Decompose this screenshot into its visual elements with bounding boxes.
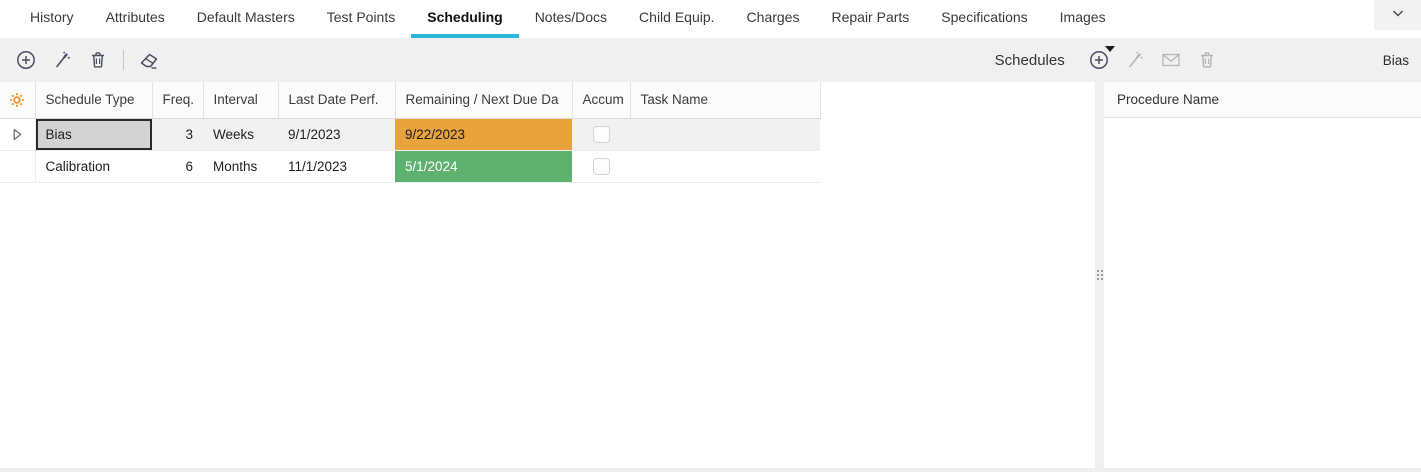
expand-triangle-icon: [12, 127, 23, 142]
column-header-task-name[interactable]: Task Name: [630, 82, 821, 119]
sun-icon: [8, 91, 26, 107]
schedule-type-cell[interactable]: Calibration: [35, 150, 152, 183]
dropdown-caret-icon: [1104, 46, 1115, 52]
tab-specifications[interactable]: Specifications: [941, 9, 1028, 25]
task-name-cell[interactable]: [630, 150, 820, 183]
add-button[interactable]: [15, 49, 37, 71]
column-header-schedule-type[interactable]: Schedule Type: [35, 82, 153, 119]
magic-wand-icon: [51, 49, 73, 71]
schedules-label: Schedules: [994, 51, 1065, 69]
tab-attributes[interactable]: Attributes: [105, 9, 165, 25]
freq-cell[interactable]: 3: [152, 118, 203, 151]
procedure-name-label: Procedure Name: [1117, 92, 1220, 107]
interval-cell[interactable]: Months: [203, 150, 278, 183]
pane-splitter[interactable]: [1095, 82, 1104, 468]
task-name-cell[interactable]: [630, 118, 820, 151]
schedules-grid-pane: Schedule Type Freq. Interval Last Date P…: [0, 82, 1095, 468]
add-schedule-dropdown-button[interactable]: [1088, 46, 1115, 71]
eraser-icon: [138, 49, 160, 71]
last-date-perf-cell[interactable]: 11/1/2023: [278, 150, 395, 183]
delete-schedule-button[interactable]: [1196, 49, 1218, 71]
magic-wand-icon: [1124, 49, 1146, 71]
last-date-perf-cell[interactable]: 9/1/2023: [278, 118, 395, 151]
modify-button[interactable]: [51, 49, 73, 71]
tab-overflow-button[interactable]: [1374, 0, 1421, 30]
accum-cell: [572, 118, 630, 151]
chevron-down-icon: [1390, 5, 1406, 26]
main-area: Schedule Type Freq. Interval Last Date P…: [0, 82, 1421, 468]
column-header-accum[interactable]: Accum: [572, 82, 631, 119]
tab-bar: History Attributes Default Masters Test …: [0, 0, 1421, 38]
procedure-pane: Procedure Name: [1104, 82, 1421, 468]
add-circle-icon: [1088, 49, 1110, 71]
table-row: Calibration 6 Months 11/1/2023 5/1/2024: [0, 150, 820, 183]
schedules-grid: Schedule Type Freq. Interval Last Date P…: [0, 82, 821, 183]
tab-repair-parts[interactable]: Repair Parts: [831, 9, 910, 25]
schedule-toolbar: Schedules Bias: [0, 38, 1421, 82]
tab-notes-docs[interactable]: Notes/Docs: [534, 9, 608, 25]
delete-button[interactable]: [87, 49, 109, 71]
splitter-grip-icon: [1096, 270, 1103, 280]
column-header-last-date-perf[interactable]: Last Date Perf.: [278, 82, 396, 119]
schedules-toolbar-group: Schedules Bias: [994, 46, 1413, 71]
next-due-date-cell[interactable]: 9/22/2023: [395, 118, 572, 151]
tab-history[interactable]: History: [30, 9, 74, 25]
modify-schedule-button[interactable]: [1124, 49, 1146, 71]
next-due-date-cell[interactable]: 5/1/2024: [395, 150, 572, 183]
trash-icon: [87, 49, 109, 71]
tab-default-masters[interactable]: Default Masters: [196, 9, 295, 25]
accum-checkbox[interactable]: [592, 157, 610, 175]
accum-cell: [572, 150, 630, 183]
column-header-freq[interactable]: Freq.: [152, 82, 204, 119]
accum-checkbox[interactable]: [592, 125, 610, 143]
column-header-remaining-next-due[interactable]: Remaining / Next Due Da: [395, 82, 573, 119]
tab-charges[interactable]: Charges: [746, 9, 800, 25]
envelope-icon: [1160, 49, 1182, 71]
procedure-name-header: Procedure Name: [1104, 82, 1421, 118]
add-circle-icon: [15, 49, 37, 71]
selected-record-label: Bias: [1382, 52, 1409, 68]
bottom-strip: [0, 468, 1421, 472]
freq-cell[interactable]: 6: [152, 150, 203, 183]
column-header-interval[interactable]: Interval: [203, 82, 279, 119]
toolbar-separator: [123, 50, 124, 70]
interval-cell[interactable]: Weeks: [203, 118, 278, 151]
tab-images[interactable]: Images: [1059, 9, 1106, 25]
grid-customization-button[interactable]: [0, 82, 36, 119]
grid-header-row: Schedule Type Freq. Interval Last Date P…: [0, 82, 821, 119]
row-expand-button[interactable]: [0, 150, 36, 183]
trash-icon: [1196, 49, 1218, 71]
row-expand-button[interactable]: [0, 118, 36, 151]
table-row: Bias 3 Weeks 9/1/2023 9/22/2023: [0, 118, 820, 151]
clear-button[interactable]: [138, 49, 160, 71]
tab-scheduling[interactable]: Scheduling: [411, 0, 519, 38]
tab-child-equip[interactable]: Child Equip.: [639, 9, 715, 25]
email-schedule-button[interactable]: [1160, 49, 1182, 71]
tab-test-points[interactable]: Test Points: [326, 9, 396, 25]
schedule-type-cell[interactable]: Bias: [35, 118, 152, 151]
